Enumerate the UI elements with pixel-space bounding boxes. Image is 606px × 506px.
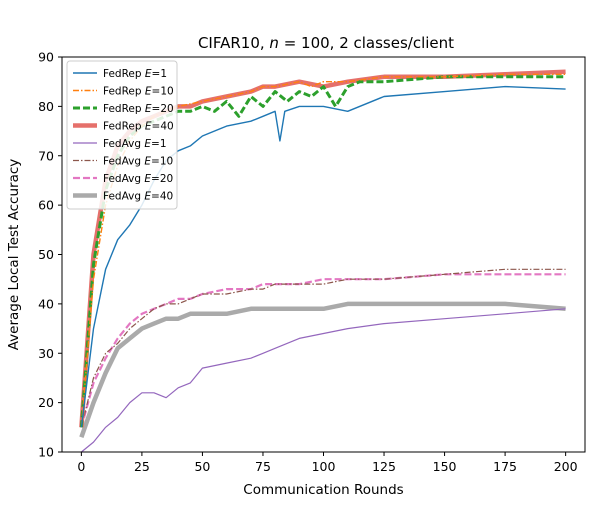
x-tick-label: 75 bbox=[255, 459, 271, 474]
x-axis-label: Communication Rounds bbox=[243, 482, 403, 498]
series-line-8 bbox=[79, 301, 566, 438]
legend-label-prefix: FedRep bbox=[103, 68, 145, 80]
y-tick-label: 40 bbox=[38, 296, 54, 311]
chart-title-part-1: CIFAR10, bbox=[198, 34, 269, 52]
legend-label-prefix: FedRep bbox=[103, 121, 145, 133]
legend-label-suffix: =10 bbox=[151, 156, 173, 168]
x-tick-label: 100 bbox=[312, 459, 336, 474]
x-tick-label: 50 bbox=[194, 459, 210, 474]
legend-label: FedRep E=20 bbox=[103, 103, 174, 115]
series-line-2 bbox=[80, 73, 566, 428]
legend-label-var: E bbox=[144, 173, 151, 185]
legend-label-var: E bbox=[145, 86, 152, 98]
x-tick-label: 125 bbox=[372, 459, 396, 474]
ticks-layer: 0 25 50 75 100 125 150 175 200 10 20 30 40 50 60 70 80 90 bbox=[38, 50, 578, 475]
series-line-1 bbox=[80, 85, 566, 428]
y-axis-label: Average Local Test Accuracy bbox=[6, 159, 22, 351]
legend-label-suffix: =40 bbox=[152, 121, 174, 133]
y-tick-label: 70 bbox=[38, 148, 54, 163]
legend-label-prefix: FedAvg bbox=[103, 173, 144, 185]
legend-label-var: E bbox=[144, 138, 151, 150]
chart-title-part-3: = 100, 2 classes/client bbox=[279, 34, 454, 52]
legend-label: FedRep E=10 bbox=[103, 86, 174, 98]
x-tick-label: 200 bbox=[554, 459, 578, 474]
legend-label: FedRep E=1 bbox=[103, 68, 167, 80]
y-tick-label: 90 bbox=[38, 50, 54, 65]
legend-label-var: E bbox=[144, 191, 151, 203]
legend-label: FedAvg E=10 bbox=[103, 156, 173, 168]
legend-label: FedAvg E=40 bbox=[103, 191, 173, 203]
legend-label-var: E bbox=[145, 103, 152, 115]
y-tick-label: 50 bbox=[38, 247, 54, 262]
legend-label-prefix: FedRep bbox=[103, 86, 145, 98]
chart-title: CIFAR10, n = 100, 2 classes/client bbox=[198, 34, 454, 52]
x-tick-label: 25 bbox=[134, 459, 150, 474]
y-tick-label: 30 bbox=[38, 346, 54, 361]
y-tick-label: 60 bbox=[38, 198, 54, 213]
legend-label-suffix: =1 bbox=[152, 68, 167, 80]
legend-label-suffix: =20 bbox=[152, 103, 174, 115]
legend-label-prefix: FedAvg bbox=[103, 156, 144, 168]
y-tick-label: 10 bbox=[38, 445, 54, 460]
legend-label-suffix: =10 bbox=[152, 86, 174, 98]
legend-label: FedAvg E=20 bbox=[103, 173, 173, 185]
legend-label: FedAvg E=1 bbox=[103, 138, 167, 150]
chart-title-part-2: n bbox=[269, 34, 279, 52]
legend-label-prefix: FedAvg bbox=[103, 191, 144, 203]
legend-label-var: E bbox=[145, 121, 152, 133]
legend-label: FedRep E=40 bbox=[103, 121, 174, 133]
series-line-6 bbox=[80, 268, 566, 428]
legend-label-suffix: =20 bbox=[151, 173, 173, 185]
legend-label-suffix: =40 bbox=[151, 191, 173, 203]
legend-label-suffix: =1 bbox=[151, 138, 166, 150]
legend-label-var: E bbox=[145, 68, 152, 80]
legend-label-var: E bbox=[144, 156, 151, 168]
y-tick-label: 80 bbox=[38, 99, 54, 114]
x-tick-label: 0 bbox=[77, 459, 85, 474]
x-tick-label: 150 bbox=[433, 459, 457, 474]
series-line-5 bbox=[81, 308, 566, 453]
legend-box bbox=[66, 60, 178, 210]
legend-label-prefix: FedAvg bbox=[103, 138, 144, 150]
y-tick-label: 20 bbox=[38, 395, 54, 410]
legend-label-prefix: FedRep bbox=[103, 103, 145, 115]
x-tick-label: 175 bbox=[493, 459, 517, 474]
